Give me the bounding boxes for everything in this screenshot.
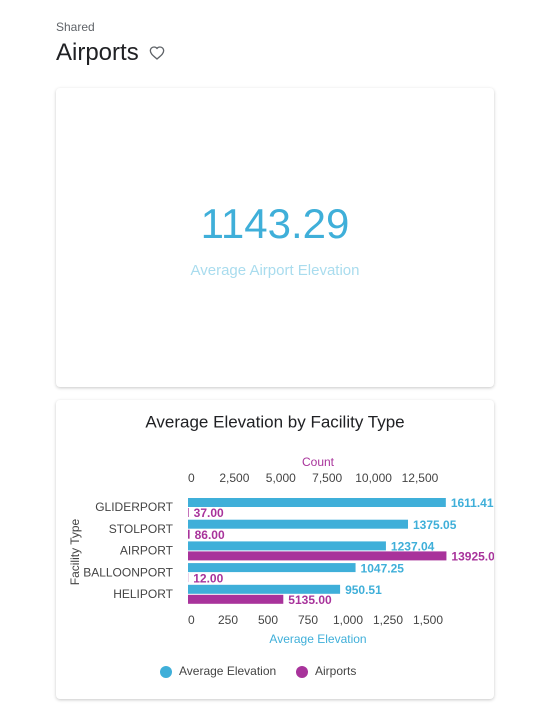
x-tick-label: 750 xyxy=(298,613,318,627)
x2-tick-label: 12,500 xyxy=(402,471,439,485)
x-tick-label: 250 xyxy=(218,613,238,627)
x2-tick-label: 7,500 xyxy=(312,471,342,485)
y-tick-label: BALLOONPORT xyxy=(83,565,173,579)
x-tick-label: 1,250 xyxy=(373,613,403,627)
value-label: 1611.41 xyxy=(451,496,494,510)
scorecard-value: 1143.29 xyxy=(200,200,350,247)
scorecard-label: Average Airport Elevation xyxy=(190,262,360,279)
section-label: Shared xyxy=(56,20,95,34)
scorecard: 1143.29 Average Airport Elevation xyxy=(56,88,494,387)
x2-axis-label: Count xyxy=(302,455,335,469)
y-tick-label: HELIPORT xyxy=(113,587,173,601)
y-tick-label: STOLPORT xyxy=(109,522,174,536)
bar xyxy=(188,584,341,594)
value-label: 37.00 xyxy=(194,506,224,520)
page-title: Airports xyxy=(56,39,139,66)
legend-marker xyxy=(160,666,172,678)
x-tick-label: 1,000 xyxy=(333,613,363,627)
x-axis-label: Average Elevation xyxy=(269,632,366,646)
y-tick-label: GLIDERPORT xyxy=(95,500,173,514)
value-label: 86.00 xyxy=(195,528,225,542)
value-label: 13925.00 xyxy=(451,550,494,564)
bar xyxy=(188,541,386,551)
value-label: 1047.25 xyxy=(361,561,405,575)
bar xyxy=(188,563,356,573)
x-tick-label: 500 xyxy=(258,613,278,627)
value-label: 12.00 xyxy=(193,571,223,585)
bar xyxy=(188,594,284,604)
x-tick-label: 1,500 xyxy=(413,613,443,627)
chart-card: Average Elevation by Facility Type Count… xyxy=(56,400,494,699)
y-axis-label: Facility Type xyxy=(68,518,82,585)
x2-tick-label: 2,500 xyxy=(219,471,249,485)
legend-label: Airports xyxy=(315,664,356,678)
bar xyxy=(188,551,447,561)
bar xyxy=(188,529,190,539)
x2-tick-label: 10,000 xyxy=(355,471,392,485)
x2-tick-label: 0 xyxy=(188,471,195,485)
chart: Average Elevation by Facility Type Count… xyxy=(68,412,494,678)
value-label: 1237.04 xyxy=(391,540,435,554)
value-label: 950.51 xyxy=(345,583,382,597)
bar xyxy=(188,498,446,507)
bar xyxy=(188,519,409,529)
legend-label: Average Elevation xyxy=(179,664,276,678)
legend-marker xyxy=(296,666,308,678)
bar xyxy=(188,508,189,517)
value-label: 1375.05 xyxy=(413,518,457,532)
value-label: 5135.00 xyxy=(288,593,332,607)
favorite-icon[interactable] xyxy=(149,45,165,61)
chart-title: Average Elevation by Facility Type xyxy=(145,412,404,431)
x2-tick-label: 5,000 xyxy=(266,471,296,485)
y-tick-label: AIRPORT xyxy=(120,544,174,558)
x-tick-label: 0 xyxy=(188,613,195,627)
